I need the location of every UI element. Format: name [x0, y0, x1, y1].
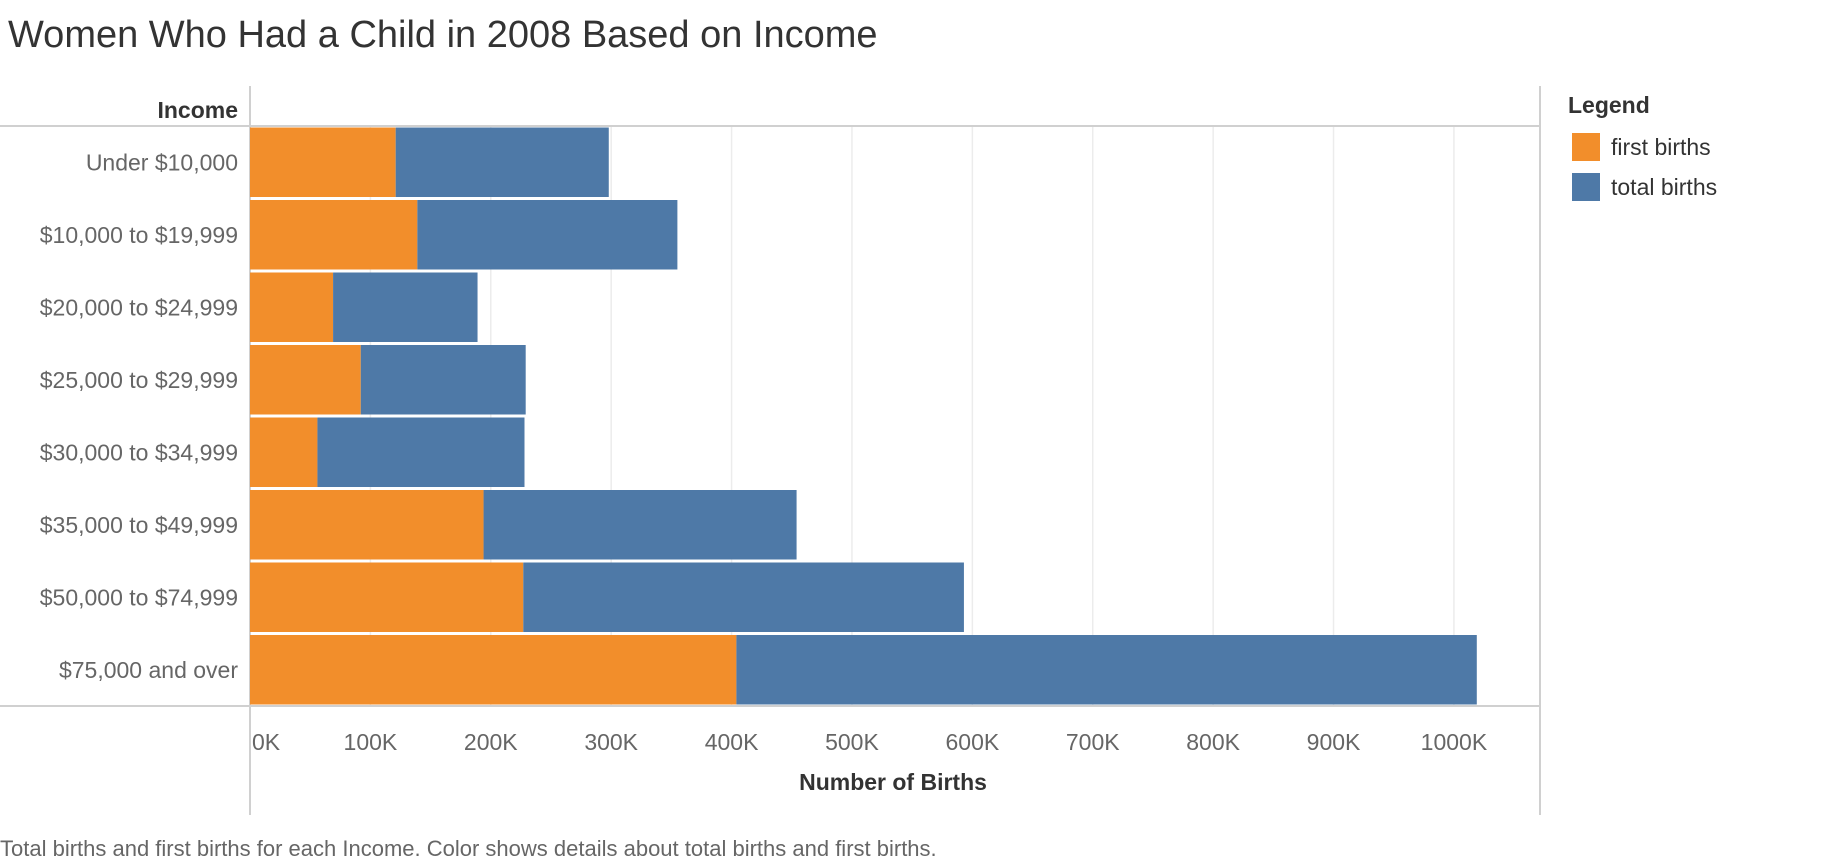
bar-first-births[interactable] [250, 417, 318, 488]
bar-first-births[interactable] [250, 345, 361, 415]
x-tick-label: 400K [705, 729, 759, 755]
legend: Legend first births total births [1568, 92, 1717, 207]
category-label: $35,000 to $49,999 [40, 512, 238, 538]
x-tick-label: 600K [945, 729, 999, 755]
bar-first-births[interactable] [250, 490, 484, 560]
category-label: $20,000 to $24,999 [40, 294, 238, 320]
bar-total-births[interactable] [523, 562, 964, 633]
legend-item-total-births[interactable]: total births [1568, 167, 1717, 207]
category-label: $50,000 to $74,999 [40, 584, 238, 610]
x-tick-label: 200K [464, 729, 518, 755]
x-tick-label: 100K [344, 729, 398, 755]
chart-caption: Total births and first births for each I… [0, 836, 937, 861]
bar-total-births[interactable] [736, 635, 1477, 705]
x-tick-label: 800K [1186, 729, 1240, 755]
bar-first-births[interactable] [250, 200, 418, 270]
bar-total-births[interactable] [333, 272, 478, 343]
legend-label: first births [1611, 133, 1711, 160]
x-tick-label: 900K [1307, 729, 1361, 755]
bar-total-births[interactable] [395, 127, 609, 198]
legend-label: total births [1611, 173, 1718, 200]
bar-first-births[interactable] [250, 635, 737, 705]
x-tick-label: 700K [1066, 729, 1120, 755]
category-label: Under $10,000 [86, 149, 238, 175]
x-axis-ticks: 0K 100K 200K 300K 400K 500K 600K 700K 800K 900K 10… [252, 729, 1488, 755]
x-tick-label: 500K [825, 729, 879, 755]
bar-first-births[interactable] [250, 272, 334, 343]
bar-total-births[interactable] [483, 490, 797, 560]
bar-total-births[interactable] [417, 200, 678, 270]
category-label: $75,000 and over [59, 657, 238, 683]
x-tick-label: 1000K [1421, 729, 1488, 755]
legend-swatch-total-births [1572, 173, 1600, 201]
legend-title: Legend [1568, 92, 1650, 118]
chart-title: Women Who Had a Child in 2008 Based on I… [8, 14, 878, 56]
category-label: $30,000 to $34,999 [40, 439, 238, 465]
bar-total-births[interactable] [317, 417, 525, 488]
bar-total-births[interactable] [360, 345, 526, 415]
category-label: $25,000 to $29,999 [40, 367, 238, 393]
category-label: $10,000 to $19,999 [40, 222, 238, 248]
category-labels: Under $10,000 $10,000 to $19,999 $20,000 t… [40, 149, 239, 683]
row-header-income: Income [157, 97, 238, 123]
x-tick-label: 300K [584, 729, 638, 755]
legend-swatch-first-births [1572, 133, 1600, 161]
bars [250, 127, 1477, 705]
bar-first-births[interactable] [250, 562, 524, 633]
x-axis-title: Number of Births [799, 769, 987, 795]
x-tick-label: 0K [252, 729, 281, 755]
bar-first-births[interactable] [250, 127, 396, 198]
legend-item-first-births[interactable]: first births [1568, 127, 1717, 167]
